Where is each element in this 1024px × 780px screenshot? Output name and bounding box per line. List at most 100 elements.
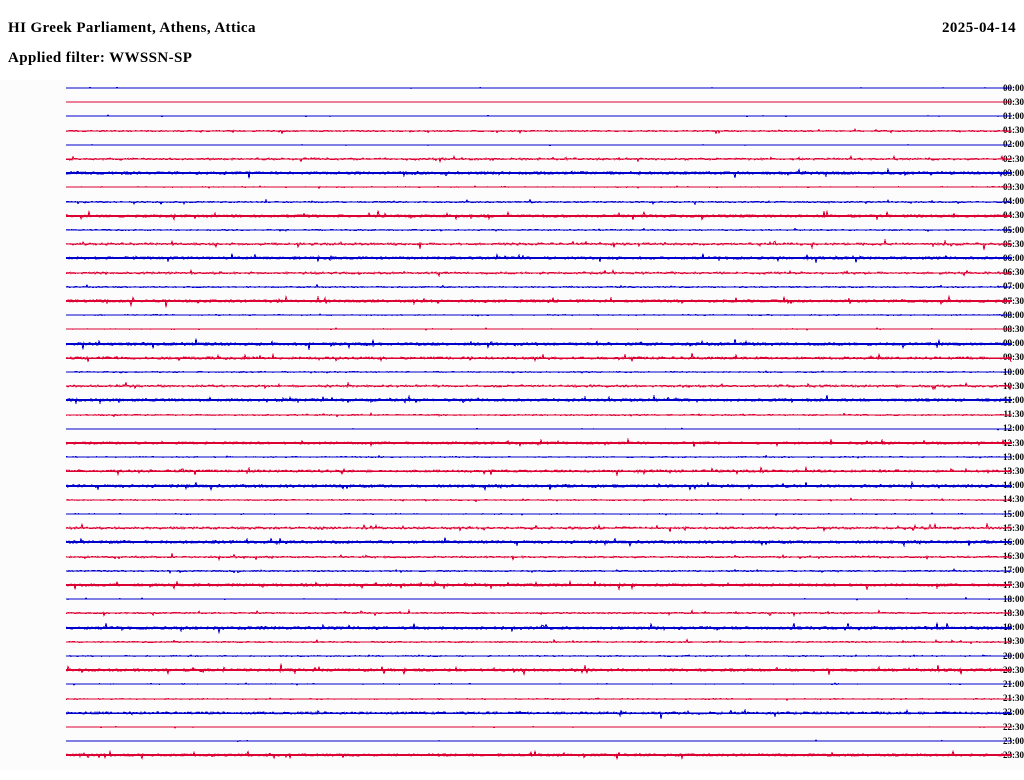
trace-row: 19:00 (0, 621, 1024, 635)
seismic-trace (66, 521, 1012, 535)
trace-row: 14:30 (0, 493, 1024, 507)
trace-row: 20:00 (0, 649, 1024, 663)
seismic-trace (66, 592, 1012, 606)
time-tick-label: 01:00 (1003, 110, 1024, 121)
seismic-trace (66, 393, 1012, 407)
trace-row: 14:00 (0, 479, 1024, 493)
trace-row: 07:00 (0, 280, 1024, 294)
trace-row: 16:00 (0, 535, 1024, 549)
seismic-trace (66, 706, 1012, 720)
time-tick-label: 21:00 (1003, 678, 1024, 689)
seismic-trace (66, 550, 1012, 564)
seismic-trace (66, 422, 1012, 436)
trace-row: 07:30 (0, 294, 1024, 308)
trace-row: 05:00 (0, 223, 1024, 237)
seismic-trace (66, 223, 1012, 237)
seismic-trace (66, 166, 1012, 180)
seismic-trace (66, 748, 1012, 762)
time-tick-label: 05:00 (1003, 224, 1024, 235)
seismic-trace (66, 464, 1012, 478)
time-tick-label: 14:30 (1003, 494, 1024, 505)
seismic-trace (66, 677, 1012, 691)
time-tick-label: 01:30 (1003, 125, 1024, 136)
seismic-trace (66, 507, 1012, 521)
seismic-trace (66, 379, 1012, 393)
time-tick-label: 08:00 (1003, 309, 1024, 320)
trace-row: 21:00 (0, 677, 1024, 691)
seismic-trace (66, 479, 1012, 493)
seismic-trace (66, 720, 1012, 734)
time-tick-label: 00:30 (1003, 96, 1024, 107)
trace-row: 02:00 (0, 138, 1024, 152)
time-tick-label: 16:00 (1003, 536, 1024, 547)
trace-row: 18:30 (0, 606, 1024, 620)
trace-row: 01:00 (0, 109, 1024, 123)
trace-row: 06:30 (0, 266, 1024, 280)
applied-filter-label: Applied filter: WWSSN-SP (8, 50, 193, 66)
seismic-trace (66, 692, 1012, 706)
time-tick-label: 14:00 (1003, 480, 1024, 491)
seismic-trace (66, 734, 1012, 748)
time-tick-label: 23:30 (1003, 749, 1024, 760)
time-tick-label: 12:00 (1003, 423, 1024, 434)
seismic-trace (66, 436, 1012, 450)
time-tick-label: 07:00 (1003, 281, 1024, 292)
seismic-trace (66, 322, 1012, 336)
time-tick-label: 05:30 (1003, 238, 1024, 249)
seismic-trace (66, 606, 1012, 620)
trace-row: 09:30 (0, 351, 1024, 365)
seismic-trace (66, 308, 1012, 322)
trace-row: 10:30 (0, 379, 1024, 393)
time-tick-label: 09:30 (1003, 352, 1024, 363)
time-tick-label: 12:30 (1003, 437, 1024, 448)
trace-row: 15:00 (0, 507, 1024, 521)
time-tick-label: 00:00 (1003, 82, 1024, 93)
seismic-trace (66, 95, 1012, 109)
record-date: 2025-04-14 (942, 20, 1016, 36)
seismic-trace (66, 152, 1012, 166)
trace-row: 03:30 (0, 180, 1024, 194)
time-tick-label: 10:30 (1003, 380, 1024, 391)
time-tick-label: 08:30 (1003, 323, 1024, 334)
time-tick-label: 23:00 (1003, 735, 1024, 746)
time-tick-label: 15:00 (1003, 508, 1024, 519)
trace-row: 13:30 (0, 464, 1024, 478)
trace-row: 04:30 (0, 209, 1024, 223)
seismic-trace (66, 124, 1012, 138)
seismic-trace (66, 180, 1012, 194)
trace-row: 22:00 (0, 706, 1024, 720)
time-tick-label: 06:30 (1003, 267, 1024, 278)
seismic-trace (66, 493, 1012, 507)
trace-row: 08:30 (0, 322, 1024, 336)
seismic-trace (66, 209, 1012, 223)
seismic-trace (66, 237, 1012, 251)
seismic-trace (66, 81, 1012, 95)
page-title: HI Greek Parliament, Athens, Attica (8, 20, 256, 36)
time-tick-label: 09:00 (1003, 338, 1024, 349)
trace-row: 20:30 (0, 663, 1024, 677)
trace-row: 12:00 (0, 422, 1024, 436)
trace-row: 18:00 (0, 592, 1024, 606)
time-tick-label: 06:00 (1003, 252, 1024, 263)
seismic-trace (66, 195, 1012, 209)
time-tick-label: 18:30 (1003, 607, 1024, 618)
trace-row: 19:30 (0, 635, 1024, 649)
time-tick-label: 22:00 (1003, 707, 1024, 718)
trace-row: 16:30 (0, 550, 1024, 564)
time-tick-label: 13:30 (1003, 465, 1024, 476)
trace-row: 12:30 (0, 436, 1024, 450)
trace-row: 09:00 (0, 337, 1024, 351)
seismic-trace (66, 337, 1012, 351)
trace-row: 03:00 (0, 166, 1024, 180)
time-tick-label: 07:30 (1003, 295, 1024, 306)
time-tick-label: 16:30 (1003, 551, 1024, 562)
trace-row: 23:00 (0, 734, 1024, 748)
seismic-trace (66, 535, 1012, 549)
seismic-trace (66, 266, 1012, 280)
trace-row: 08:00 (0, 308, 1024, 322)
trace-row: 05:30 (0, 237, 1024, 251)
seismic-trace (66, 649, 1012, 663)
trace-row: 11:00 (0, 393, 1024, 407)
seismic-trace (66, 280, 1012, 294)
time-tick-label: 17:30 (1003, 579, 1024, 590)
